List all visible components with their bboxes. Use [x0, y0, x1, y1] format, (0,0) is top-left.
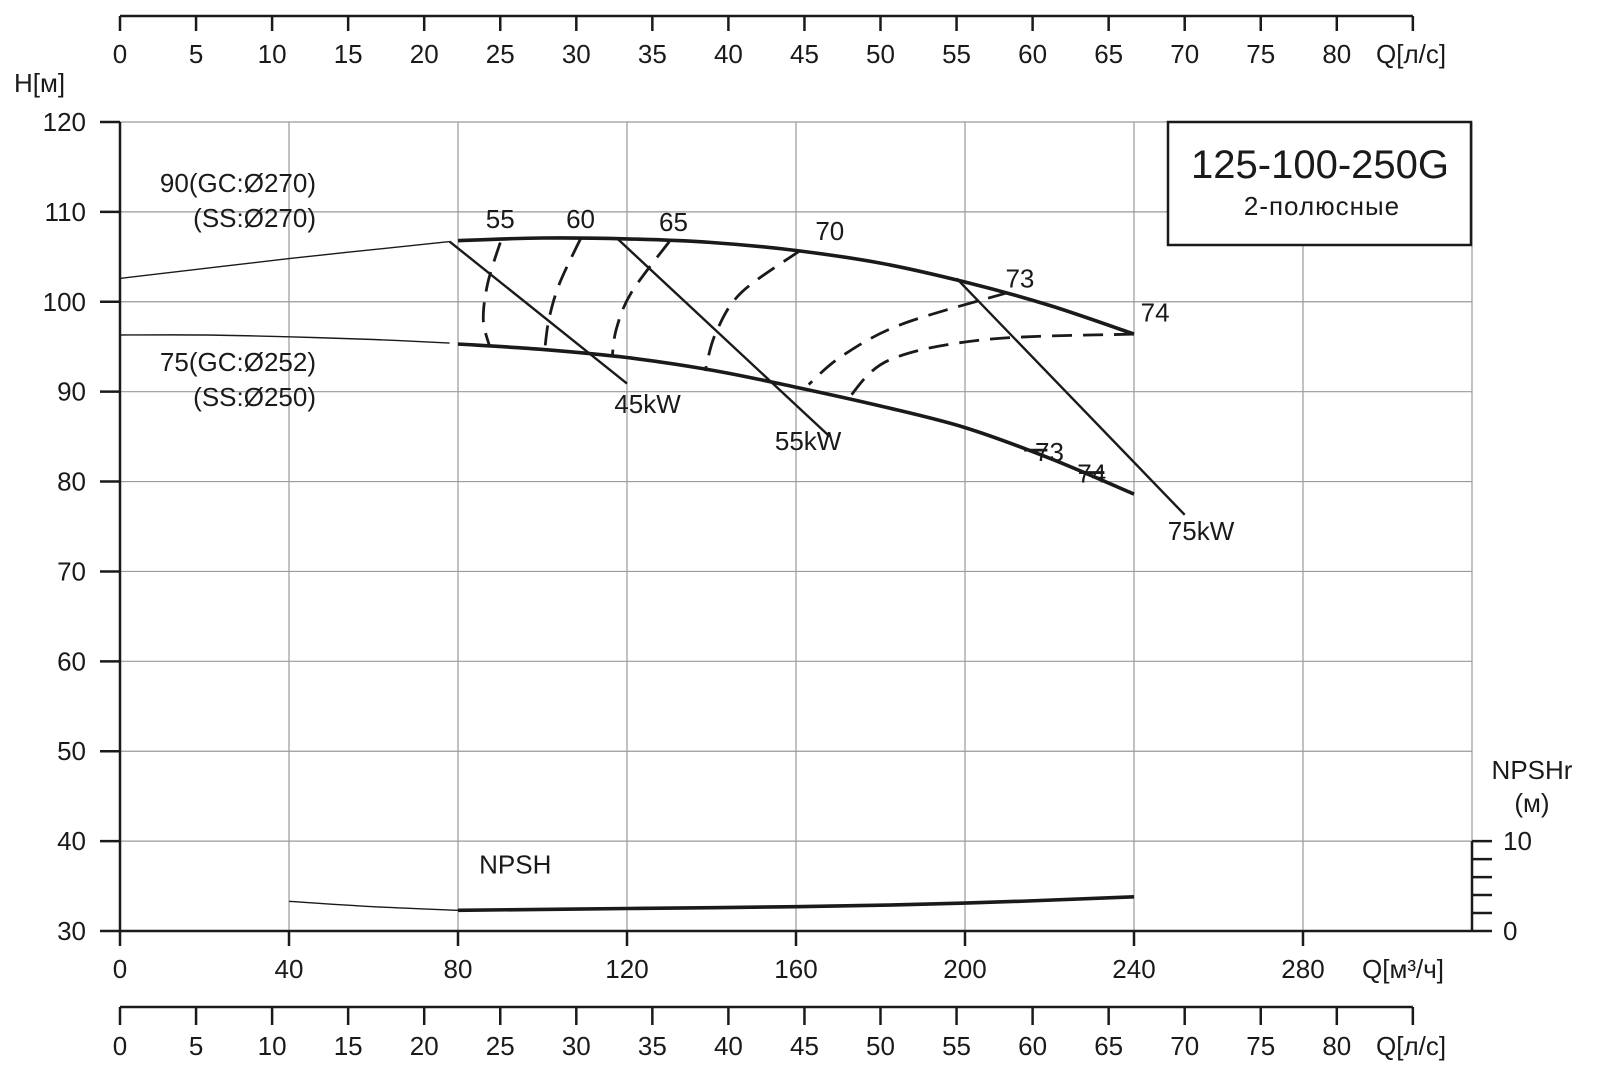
y-tick-label: 90: [57, 377, 86, 407]
chart-title: 125-100-250G: [1191, 143, 1449, 187]
npsh-axis-unit: (м): [1514, 788, 1549, 818]
y-tick-label: 120: [43, 107, 86, 137]
secondary-x-tick-label: 30: [562, 1031, 591, 1061]
secondary-x-tick-label: 65: [1094, 1031, 1123, 1061]
secondary-x-tick-label: 75: [1246, 39, 1275, 69]
secondary-x-tick-label: 65: [1094, 39, 1123, 69]
axes: [118, 14, 1474, 1009]
secondary-x-tick-label: 70: [1170, 39, 1199, 69]
efficiency-label: 73: [1005, 263, 1034, 293]
x-axis-label: Q[м³/ч]: [1362, 954, 1444, 984]
x-tick-label: 80: [444, 954, 473, 984]
y-tick-label: 50: [57, 736, 86, 766]
y-tick-label: 60: [57, 646, 86, 676]
secondary-x-tick-label: 70: [1170, 1031, 1199, 1061]
secondary-x-tick-label: 25: [486, 39, 515, 69]
npsh-curve: [457, 895, 1135, 913]
y-axis-label: H[м]: [14, 68, 65, 98]
secondary-x-tick-label: 10: [258, 1031, 287, 1061]
impeller-curve-2-extrapolated: [119, 334, 450, 344]
power-label: 45kW: [614, 389, 681, 419]
efficiency-label: 70: [815, 216, 844, 246]
secondary-x-tick-label: 35: [638, 1031, 667, 1061]
y-tick-label: 70: [57, 556, 86, 586]
efficiency-label: 74: [1077, 458, 1106, 488]
secondary-x-tick-label: 35: [638, 39, 667, 69]
efficiency-line-73: [807, 291, 1008, 386]
efficiency-line-74: [845, 332, 1135, 402]
power-line-45kW: [448, 240, 628, 385]
x-tick-label: 240: [1112, 954, 1155, 984]
impeller-curve-1: [457, 236, 1135, 336]
title-box: 125-100-250G 2-полюсные: [1166, 120, 1473, 247]
secondary-x-tick-label: 25: [486, 1031, 515, 1061]
y-tick-label: 40: [57, 826, 86, 856]
efficiency-label: 65: [659, 207, 688, 237]
impeller-label-line1: 75(GC:Ø252): [160, 347, 316, 377]
y-tick-label: 100: [43, 287, 86, 317]
secondary-x-tick-label: 15: [334, 39, 363, 69]
chart-subtitle: 2-полюсные: [1244, 191, 1400, 221]
y-tick-label: 30: [57, 916, 86, 946]
secondary-x-tick-label: 60: [1018, 39, 1047, 69]
efficiency-line-55: [481, 242, 502, 348]
secondary-x-tick-label: 50: [866, 39, 895, 69]
secondary-x-tick-label: 10: [258, 39, 287, 69]
impeller-curve-1-extrapolated: [119, 240, 450, 280]
data-labels: 90(GC:Ø270) (SS:Ø270) 75(GC:Ø252) (SS:Ø250)…: [160, 168, 1235, 879]
efficiency-label: 60: [566, 204, 595, 234]
power-label: 75kW: [1168, 516, 1235, 546]
y-tick-label: 110: [45, 197, 86, 227]
x-tick-label: 160: [774, 954, 817, 984]
secondary-x-axis-label-bottom: Q[л/с]: [1376, 1031, 1446, 1061]
npsh-axis-label: NPSHr: [1492, 755, 1573, 785]
npsh-curve-extrapolated: [288, 900, 459, 911]
npsh-tick-label: 10: [1503, 826, 1532, 856]
efficiency-label: 73: [1035, 437, 1064, 467]
secondary-x-tick-label: 40: [714, 1031, 743, 1061]
secondary-x-tick-label: 45: [790, 39, 819, 69]
secondary-x-tick-label: 5: [189, 39, 203, 69]
efficiency-line-60: [543, 238, 582, 352]
npsh-tick-label: 0: [1503, 916, 1517, 946]
secondary-x-tick-label: 20: [410, 1031, 439, 1061]
efficiency-label: 74: [1141, 298, 1170, 328]
secondary-x-tick-label: 80: [1322, 39, 1351, 69]
secondary-x-tick-label: 40: [714, 39, 743, 69]
x-tick-label: 200: [943, 954, 986, 984]
power-label: 55kW: [775, 426, 842, 456]
secondary-x-tick-label: 55: [942, 39, 971, 69]
secondary-x-tick-label: 30: [562, 39, 591, 69]
efficiency-label: 55: [486, 204, 515, 234]
secondary-x-tick-label: 0: [113, 39, 127, 69]
impeller-label-line1: 90(GC:Ø270): [160, 168, 316, 198]
secondary-x-tick-label: 15: [334, 1031, 363, 1061]
data-curves: [119, 236, 1186, 913]
npsh-curve-label: NPSH: [479, 849, 551, 879]
power-line-55kW: [617, 238, 831, 438]
secondary-x-tick-label: 50: [866, 1031, 895, 1061]
x-tick-label: 0: [113, 954, 127, 984]
secondary-x-tick-label: 45: [790, 1031, 819, 1061]
secondary-x-tick-label: 80: [1322, 1031, 1351, 1061]
secondary-x-tick-label: 75: [1246, 1031, 1275, 1061]
x-tick-label: 280: [1281, 954, 1324, 984]
secondary-x-tick-label: 55: [942, 1031, 971, 1061]
secondary-x-tick-label: 5: [189, 1031, 203, 1061]
impeller-label-line2: (SS:Ø270): [193, 203, 316, 233]
secondary-x-tick-label: 60: [1018, 1031, 1047, 1061]
impeller-label-line2: (SS:Ø250): [193, 382, 316, 412]
secondary-x-tick-label: 0: [113, 1031, 127, 1061]
y-tick-label: 80: [57, 467, 86, 497]
impeller-curve-2: [457, 342, 1135, 496]
secondary-x-tick-label: 20: [410, 39, 439, 69]
secondary-x-axis-label-top: Q[л/с]: [1376, 39, 1446, 69]
x-tick-label: 40: [275, 954, 304, 984]
power-line-75kW: [955, 277, 1186, 516]
x-tick-label: 120: [605, 954, 648, 984]
efficiency-line-70: [703, 249, 802, 372]
grid-lines: [120, 121, 1473, 931]
